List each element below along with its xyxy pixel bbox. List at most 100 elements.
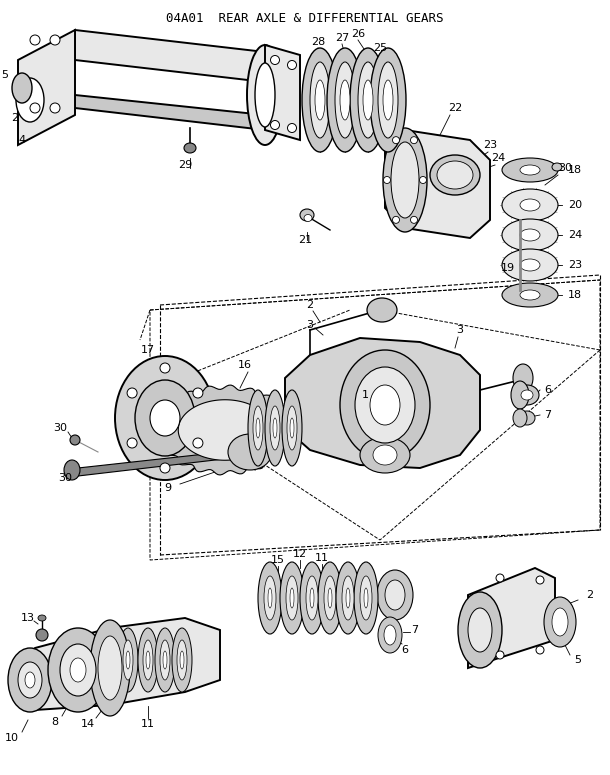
Circle shape: [287, 60, 296, 70]
Text: 29: 29: [178, 160, 192, 170]
Ellipse shape: [180, 651, 184, 669]
Ellipse shape: [327, 48, 363, 152]
Text: 2: 2: [12, 113, 18, 123]
Ellipse shape: [146, 651, 150, 669]
Text: 7: 7: [411, 625, 418, 635]
Ellipse shape: [358, 62, 378, 138]
Circle shape: [411, 216, 417, 223]
Text: 21: 21: [298, 235, 312, 245]
Ellipse shape: [248, 390, 268, 466]
Text: 18: 18: [568, 290, 582, 300]
Ellipse shape: [255, 63, 275, 127]
Polygon shape: [75, 95, 265, 130]
Text: 2: 2: [586, 590, 594, 600]
Ellipse shape: [12, 73, 32, 103]
Text: 11: 11: [141, 719, 155, 729]
Ellipse shape: [300, 209, 314, 221]
Ellipse shape: [544, 597, 576, 647]
Circle shape: [36, 629, 48, 641]
Polygon shape: [178, 400, 271, 460]
Ellipse shape: [363, 80, 373, 120]
Circle shape: [70, 435, 80, 445]
Text: 5: 5: [1, 70, 9, 80]
Ellipse shape: [163, 651, 167, 669]
Ellipse shape: [342, 576, 354, 620]
Ellipse shape: [350, 48, 386, 152]
Ellipse shape: [373, 445, 397, 465]
Ellipse shape: [270, 406, 280, 450]
Ellipse shape: [336, 562, 360, 634]
Ellipse shape: [513, 409, 527, 427]
Text: 20: 20: [568, 200, 582, 210]
Ellipse shape: [315, 80, 325, 120]
Ellipse shape: [335, 62, 355, 138]
Ellipse shape: [391, 142, 419, 218]
Ellipse shape: [520, 229, 540, 241]
Ellipse shape: [135, 380, 195, 456]
Text: 24: 24: [568, 230, 582, 240]
Circle shape: [420, 177, 426, 184]
Ellipse shape: [8, 648, 52, 712]
Ellipse shape: [304, 215, 312, 222]
Ellipse shape: [60, 644, 96, 696]
Circle shape: [127, 388, 137, 398]
Ellipse shape: [273, 418, 277, 438]
Ellipse shape: [520, 199, 540, 211]
Ellipse shape: [302, 48, 338, 152]
Text: 8: 8: [51, 717, 59, 727]
Text: 30: 30: [53, 423, 67, 433]
Ellipse shape: [370, 48, 406, 152]
Ellipse shape: [354, 562, 378, 634]
Ellipse shape: [367, 298, 397, 322]
Ellipse shape: [256, 418, 260, 438]
Ellipse shape: [143, 640, 153, 680]
Text: 1: 1: [362, 390, 368, 400]
Circle shape: [193, 388, 203, 398]
Ellipse shape: [520, 165, 540, 175]
Ellipse shape: [377, 570, 413, 620]
Ellipse shape: [513, 364, 533, 392]
Ellipse shape: [378, 62, 398, 138]
Circle shape: [392, 136, 400, 143]
Ellipse shape: [383, 128, 427, 232]
Circle shape: [30, 35, 40, 45]
Circle shape: [392, 216, 400, 223]
Ellipse shape: [520, 290, 540, 300]
Text: 6: 6: [545, 385, 551, 395]
Ellipse shape: [286, 576, 298, 620]
Circle shape: [536, 646, 544, 654]
Text: 7: 7: [545, 410, 551, 420]
Ellipse shape: [384, 625, 396, 645]
Ellipse shape: [155, 628, 175, 692]
Ellipse shape: [502, 158, 558, 182]
Ellipse shape: [38, 615, 46, 621]
Ellipse shape: [515, 385, 539, 405]
Polygon shape: [285, 338, 480, 468]
Text: 28: 28: [311, 37, 325, 47]
Text: 18: 18: [568, 165, 582, 175]
Text: 2: 2: [306, 300, 314, 310]
Polygon shape: [385, 130, 490, 238]
Ellipse shape: [253, 406, 263, 450]
Ellipse shape: [282, 390, 302, 466]
Circle shape: [496, 651, 504, 659]
Ellipse shape: [247, 45, 283, 145]
Ellipse shape: [385, 580, 405, 610]
Ellipse shape: [48, 628, 108, 712]
Ellipse shape: [370, 385, 400, 425]
Ellipse shape: [355, 367, 415, 443]
Circle shape: [50, 35, 60, 45]
Text: 6: 6: [401, 645, 409, 655]
Ellipse shape: [90, 620, 130, 716]
Circle shape: [50, 103, 60, 113]
Ellipse shape: [290, 588, 294, 608]
Circle shape: [411, 136, 417, 143]
Polygon shape: [22, 618, 220, 710]
Text: 15: 15: [271, 555, 285, 565]
Text: 14: 14: [81, 719, 95, 729]
Ellipse shape: [520, 259, 540, 271]
Text: 17: 17: [141, 345, 155, 355]
Text: 16: 16: [238, 360, 252, 370]
Circle shape: [270, 120, 279, 129]
Circle shape: [536, 576, 544, 584]
